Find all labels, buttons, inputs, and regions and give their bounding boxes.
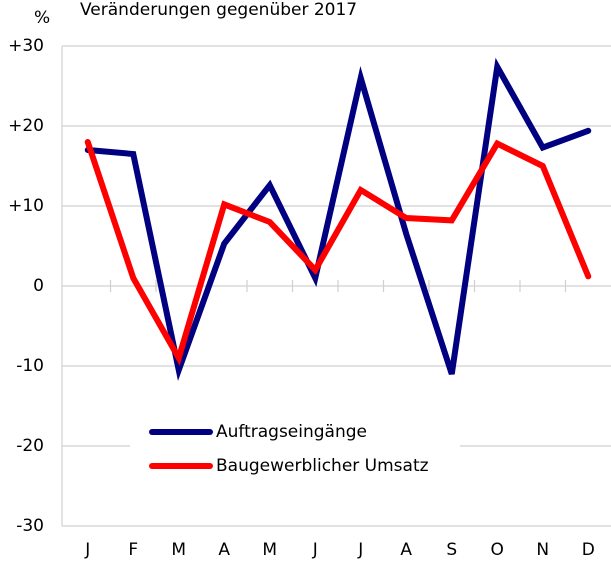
y-tick-label: -10 bbox=[16, 356, 44, 376]
y-tick-label: +30 bbox=[8, 36, 44, 56]
x-tick-label: J bbox=[312, 540, 318, 560]
x-tick-label: O bbox=[491, 540, 504, 560]
legend: Auftragseingänge Baugewerblicher Umsatz bbox=[130, 413, 460, 481]
series-line bbox=[84, 139, 592, 366]
y-tick-label: +10 bbox=[8, 196, 44, 216]
x-tick-label: N bbox=[536, 540, 549, 560]
y-tick-label: -30 bbox=[16, 516, 44, 536]
legend-label: Baugewerblicher Umsatz bbox=[216, 456, 429, 476]
y-tick-label: 0 bbox=[33, 276, 44, 296]
x-tick-label: J bbox=[357, 540, 363, 560]
legend-label: Auftragseingänge bbox=[216, 422, 367, 442]
series-line bbox=[84, 57, 592, 381]
y-axis-label: % bbox=[34, 8, 50, 28]
legend-background bbox=[130, 413, 460, 481]
x-tick-label: A bbox=[400, 540, 412, 560]
x-tick-label: M bbox=[171, 540, 186, 560]
x-tick-label: J bbox=[84, 540, 90, 560]
y-tick-label: +20 bbox=[8, 116, 44, 136]
x-tick-label: M bbox=[262, 540, 277, 560]
x-tick-label: S bbox=[446, 540, 457, 560]
x-tick-label: A bbox=[218, 540, 230, 560]
chart-title: Veränderungen gegenüber 2017 bbox=[80, 0, 357, 20]
y-tick-label: -20 bbox=[16, 436, 44, 456]
x-tick-label: D bbox=[582, 540, 595, 560]
x-tick-label: F bbox=[128, 540, 138, 560]
